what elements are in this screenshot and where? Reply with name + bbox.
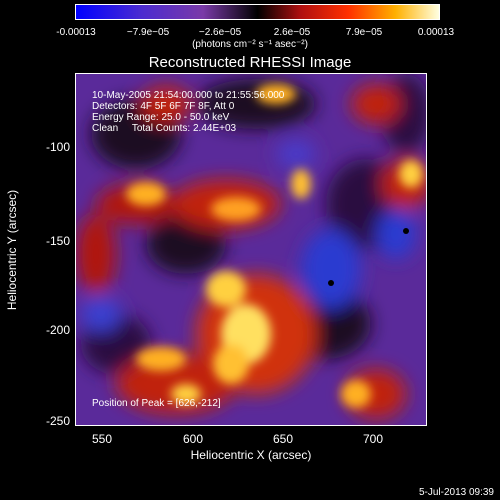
y-tick-label: -200: [45, 323, 70, 337]
colorbar-tick-label: -0.00013: [56, 27, 96, 38]
colorbar-units: (photons cm⁻² s⁻¹ asec⁻²): [192, 39, 308, 50]
x-tick-label: 600: [182, 432, 204, 446]
x-axis-label: Heliocentric X (arcsec): [190, 448, 312, 462]
peak-position: Position of Peak = [626,-212]: [92, 398, 221, 409]
x-tick-label: 700: [362, 432, 384, 446]
x-tick-label: 550: [91, 432, 113, 446]
colorbar-tick-label: −2.6e−05: [198, 27, 242, 38]
y-tick-label: -100: [45, 140, 70, 154]
rhessi-image: 10-May-2005 21:54:00.000 to 21:55:56.000…: [75, 73, 427, 426]
colorbar-tick-label: 7.9e−05: [345, 27, 383, 38]
y-tick-label: -250: [45, 414, 70, 428]
detectors-info: Detectors: 4F 5F 6F 7F 8F, Att 0: [92, 101, 235, 112]
y-axis-label: Heliocentric Y (arcsec): [5, 189, 19, 311]
x-tick-label: 650: [272, 432, 294, 446]
energy-range: Energy Range: 25.0 - 50.0 keV: [92, 112, 230, 123]
plot-title: Reconstructed RHESSI Image: [148, 54, 352, 71]
colorbar-tick-label: −7.9e−05: [126, 27, 170, 38]
colorbar-tick-label: 2.6e−05: [273, 27, 311, 38]
observation-time: 10-May-2005 21:54:00.000 to 21:55:56.000: [92, 90, 285, 101]
colorbar-tick-label: 0.00013: [417, 27, 455, 38]
y-tick-label: -150: [45, 234, 70, 248]
colorbar: [75, 4, 440, 20]
footer-date: 5-Jul-2013 09:39: [418, 487, 494, 498]
clean-total-counts: Clean Total Counts: 2.44E+03: [92, 123, 237, 134]
rhessi-heatmap: [76, 74, 426, 425]
